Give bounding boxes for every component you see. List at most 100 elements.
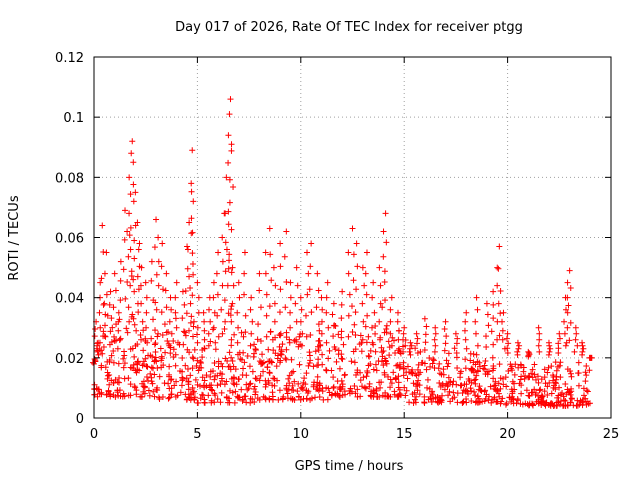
data-point xyxy=(163,329,170,336)
data-point xyxy=(520,364,527,371)
data-point xyxy=(490,315,497,322)
data-point xyxy=(379,304,386,311)
data-point xyxy=(124,228,131,235)
data-point xyxy=(450,389,457,396)
data-point xyxy=(116,316,123,323)
data-point xyxy=(241,270,248,277)
data-point xyxy=(182,362,189,369)
data-point xyxy=(499,327,506,334)
data-point xyxy=(473,294,480,301)
data-point xyxy=(143,294,150,301)
data-point xyxy=(199,374,206,381)
data-point xyxy=(445,360,452,367)
data-point xyxy=(351,359,358,366)
data-point xyxy=(189,292,196,299)
data-point xyxy=(230,282,237,289)
data-point xyxy=(545,402,552,409)
data-point xyxy=(147,370,154,377)
data-point xyxy=(187,300,194,307)
data-point xyxy=(91,391,98,398)
data-point xyxy=(190,388,197,395)
data-point xyxy=(443,380,450,387)
data-point xyxy=(263,333,270,340)
data-point xyxy=(526,393,533,400)
data-point xyxy=(242,312,249,319)
data-point xyxy=(299,330,306,337)
data-point xyxy=(159,240,166,247)
data-point xyxy=(203,372,210,379)
data-point xyxy=(561,330,568,337)
data-point xyxy=(188,394,195,401)
data-point xyxy=(205,342,212,349)
data-point xyxy=(137,331,144,338)
data-point xyxy=(316,382,323,389)
data-point xyxy=(116,336,123,343)
data-point xyxy=(447,398,454,405)
data-point xyxy=(181,329,188,336)
data-point xyxy=(247,306,254,313)
data-point xyxy=(424,384,431,391)
data-point xyxy=(222,318,229,325)
data-point xyxy=(132,189,139,196)
data-point xyxy=(215,333,222,340)
data-point xyxy=(338,315,345,322)
data-point xyxy=(133,387,140,394)
data-point xyxy=(140,347,147,354)
data-point xyxy=(505,340,512,347)
data-point xyxy=(514,396,521,402)
data-point xyxy=(235,394,242,401)
data-point xyxy=(421,399,428,406)
data-point xyxy=(240,333,247,340)
data-point xyxy=(483,344,490,351)
data-point xyxy=(201,336,208,343)
data-point xyxy=(523,387,530,394)
data-point xyxy=(244,353,251,360)
data-point xyxy=(363,373,370,380)
data-point xyxy=(564,279,571,286)
data-point xyxy=(580,345,587,352)
data-point xyxy=(415,377,422,384)
data-point xyxy=(462,365,469,372)
x-tick-label: 20 xyxy=(499,427,516,442)
data-point xyxy=(287,294,294,301)
data-point xyxy=(112,287,119,294)
data-point xyxy=(120,364,127,371)
data-point xyxy=(200,392,207,399)
data-point xyxy=(201,377,208,384)
data-point xyxy=(457,382,464,389)
data-point xyxy=(330,333,337,340)
data-point xyxy=(247,399,254,406)
data-point xyxy=(568,396,575,403)
data-point xyxy=(150,316,157,323)
data-point xyxy=(289,382,296,389)
data-point xyxy=(575,359,582,366)
data-point xyxy=(436,370,443,377)
data-point xyxy=(340,341,347,348)
data-point xyxy=(221,381,228,388)
data-point xyxy=(163,304,170,311)
data-point xyxy=(582,378,589,385)
data-point xyxy=(109,324,116,331)
data-point xyxy=(445,350,452,357)
y-tick-label: 0.12 xyxy=(55,51,84,66)
data-point xyxy=(538,394,545,401)
data-point xyxy=(490,375,497,382)
data-point xyxy=(193,362,200,369)
data-point xyxy=(353,286,360,293)
data-point xyxy=(518,390,525,397)
data-point xyxy=(108,352,115,359)
data-point xyxy=(153,306,160,313)
data-point xyxy=(419,359,426,366)
data-point xyxy=(172,315,179,322)
data-point xyxy=(496,332,503,339)
data-point xyxy=(481,362,488,369)
data-point xyxy=(129,311,136,318)
data-point xyxy=(396,345,403,352)
data-point xyxy=(467,385,474,392)
data-point xyxy=(91,333,98,340)
data-point xyxy=(323,294,330,301)
data-point xyxy=(579,351,586,358)
data-point xyxy=(151,357,158,364)
data-point xyxy=(148,258,155,265)
data-point xyxy=(218,389,225,396)
